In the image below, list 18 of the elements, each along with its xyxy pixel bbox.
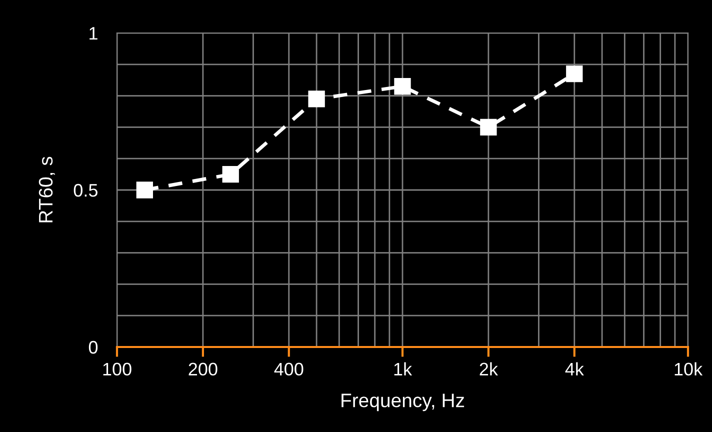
x-tick-label: 2k bbox=[480, 362, 498, 376]
x-axis-title: Frequency, Hz bbox=[342, 394, 464, 412]
y-tick-label: 0 bbox=[88, 340, 98, 354]
point bbox=[308, 90, 325, 108]
x-tick-label: 4k bbox=[565, 362, 584, 376]
x-tick-label: 100 bbox=[103, 362, 132, 376]
point bbox=[222, 166, 239, 183]
y-tick-label: 0.5 bbox=[74, 184, 98, 197]
x-tick-label: 200 bbox=[188, 362, 218, 376]
x-tick-label: 10k bbox=[674, 362, 703, 376]
y-axis-title: RT60, s bbox=[38, 156, 55, 222]
point bbox=[394, 78, 411, 95]
x-tick-label: 1k bbox=[394, 362, 412, 376]
point bbox=[136, 182, 153, 198]
point bbox=[566, 65, 583, 82]
x-tick-label: 400 bbox=[274, 362, 304, 376]
point bbox=[480, 118, 497, 136]
y-tick-label: 1 bbox=[90, 27, 98, 40]
